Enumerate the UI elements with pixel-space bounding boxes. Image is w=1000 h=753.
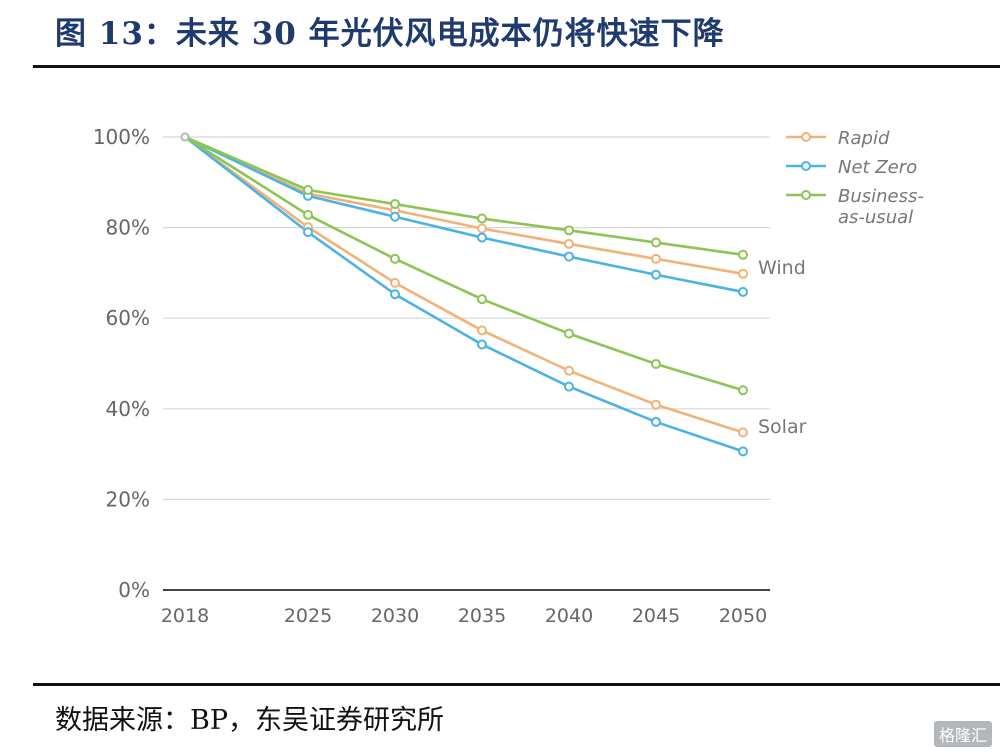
data-point xyxy=(390,211,400,222)
x-tick-label: 2018 xyxy=(161,605,209,627)
series-line xyxy=(184,135,744,276)
x-axis-tick-labels: 2018 2025 2030 2035 2040 2045 2050 xyxy=(161,605,767,627)
data-point xyxy=(738,427,748,438)
x-tick-label: 2045 xyxy=(632,605,680,627)
x-tick-label: 2030 xyxy=(371,605,419,627)
y-tick-label: 100% xyxy=(93,125,150,149)
data-point xyxy=(651,253,661,264)
data-point xyxy=(477,325,487,336)
group-labels: Wind Solar xyxy=(758,257,807,438)
data-point xyxy=(303,209,313,220)
source-note: 数据来源：BP，东吴证券研究所 xyxy=(55,705,445,736)
data-point xyxy=(564,381,574,392)
data-point xyxy=(564,225,574,236)
series-line xyxy=(184,135,744,257)
data-point xyxy=(564,251,574,262)
data-point xyxy=(564,238,574,249)
y-axis-tick-labels: 0% 20% 40% 60% 80% 100% xyxy=(93,125,150,602)
group-label-solar: Solar xyxy=(758,416,807,438)
y-tick-label: 0% xyxy=(118,578,150,602)
data-point xyxy=(477,232,487,243)
legend-swatch-marker xyxy=(801,190,811,200)
y-tick-label: 40% xyxy=(106,397,150,421)
data-point xyxy=(477,339,487,350)
watermark-logo: 格隆汇 xyxy=(933,721,992,747)
data-point xyxy=(738,446,748,457)
data-point xyxy=(738,385,748,396)
legend-label: Business- xyxy=(838,186,924,207)
legend-swatch-marker xyxy=(801,161,811,171)
figure-title: 图 13：未来 30 年光伏风电成本仍将快速下降 xyxy=(55,16,725,52)
data-point xyxy=(390,277,400,288)
data-point xyxy=(564,365,574,376)
data-point xyxy=(651,399,661,410)
x-tick-label: 2035 xyxy=(458,605,506,627)
data-point xyxy=(651,269,661,280)
x-tick-label: 2040 xyxy=(545,605,593,627)
legend-label: Rapid xyxy=(838,128,890,149)
legend-swatch-marker xyxy=(801,132,811,142)
data-point xyxy=(651,416,661,427)
source-divider xyxy=(33,683,1000,686)
data-point xyxy=(738,249,748,260)
title-divider xyxy=(33,65,1000,68)
legend: Rapid Net Zero Business-as-usual xyxy=(786,128,924,228)
data-point xyxy=(180,132,190,142)
data-point xyxy=(651,237,661,248)
data-point xyxy=(477,294,487,305)
group-label-wind: Wind xyxy=(758,257,806,279)
legend-label: Net Zero xyxy=(838,157,917,178)
series-line xyxy=(184,135,744,434)
data-point xyxy=(738,286,748,297)
data-point xyxy=(303,185,313,196)
x-tick-label: 2050 xyxy=(719,605,767,627)
x-tick-label: 2025 xyxy=(284,605,332,627)
data-point xyxy=(738,268,748,279)
data-point xyxy=(564,328,574,339)
gridlines xyxy=(163,136,770,591)
data-point xyxy=(303,227,313,238)
y-tick-label: 60% xyxy=(106,306,150,330)
y-tick-label: 80% xyxy=(106,216,150,240)
data-point xyxy=(390,253,400,264)
line-chart: 0%20%40%60%80%100% 2018 2025 2030 2035 2040 2… xyxy=(93,125,924,627)
data-point xyxy=(477,223,487,234)
y-tick-label: 20% xyxy=(106,487,150,511)
legend-label: as-usual xyxy=(838,207,913,228)
series-points xyxy=(180,132,748,457)
data-point xyxy=(390,199,400,210)
data-point xyxy=(477,213,487,224)
data-point xyxy=(390,289,400,300)
data-point xyxy=(651,358,661,369)
